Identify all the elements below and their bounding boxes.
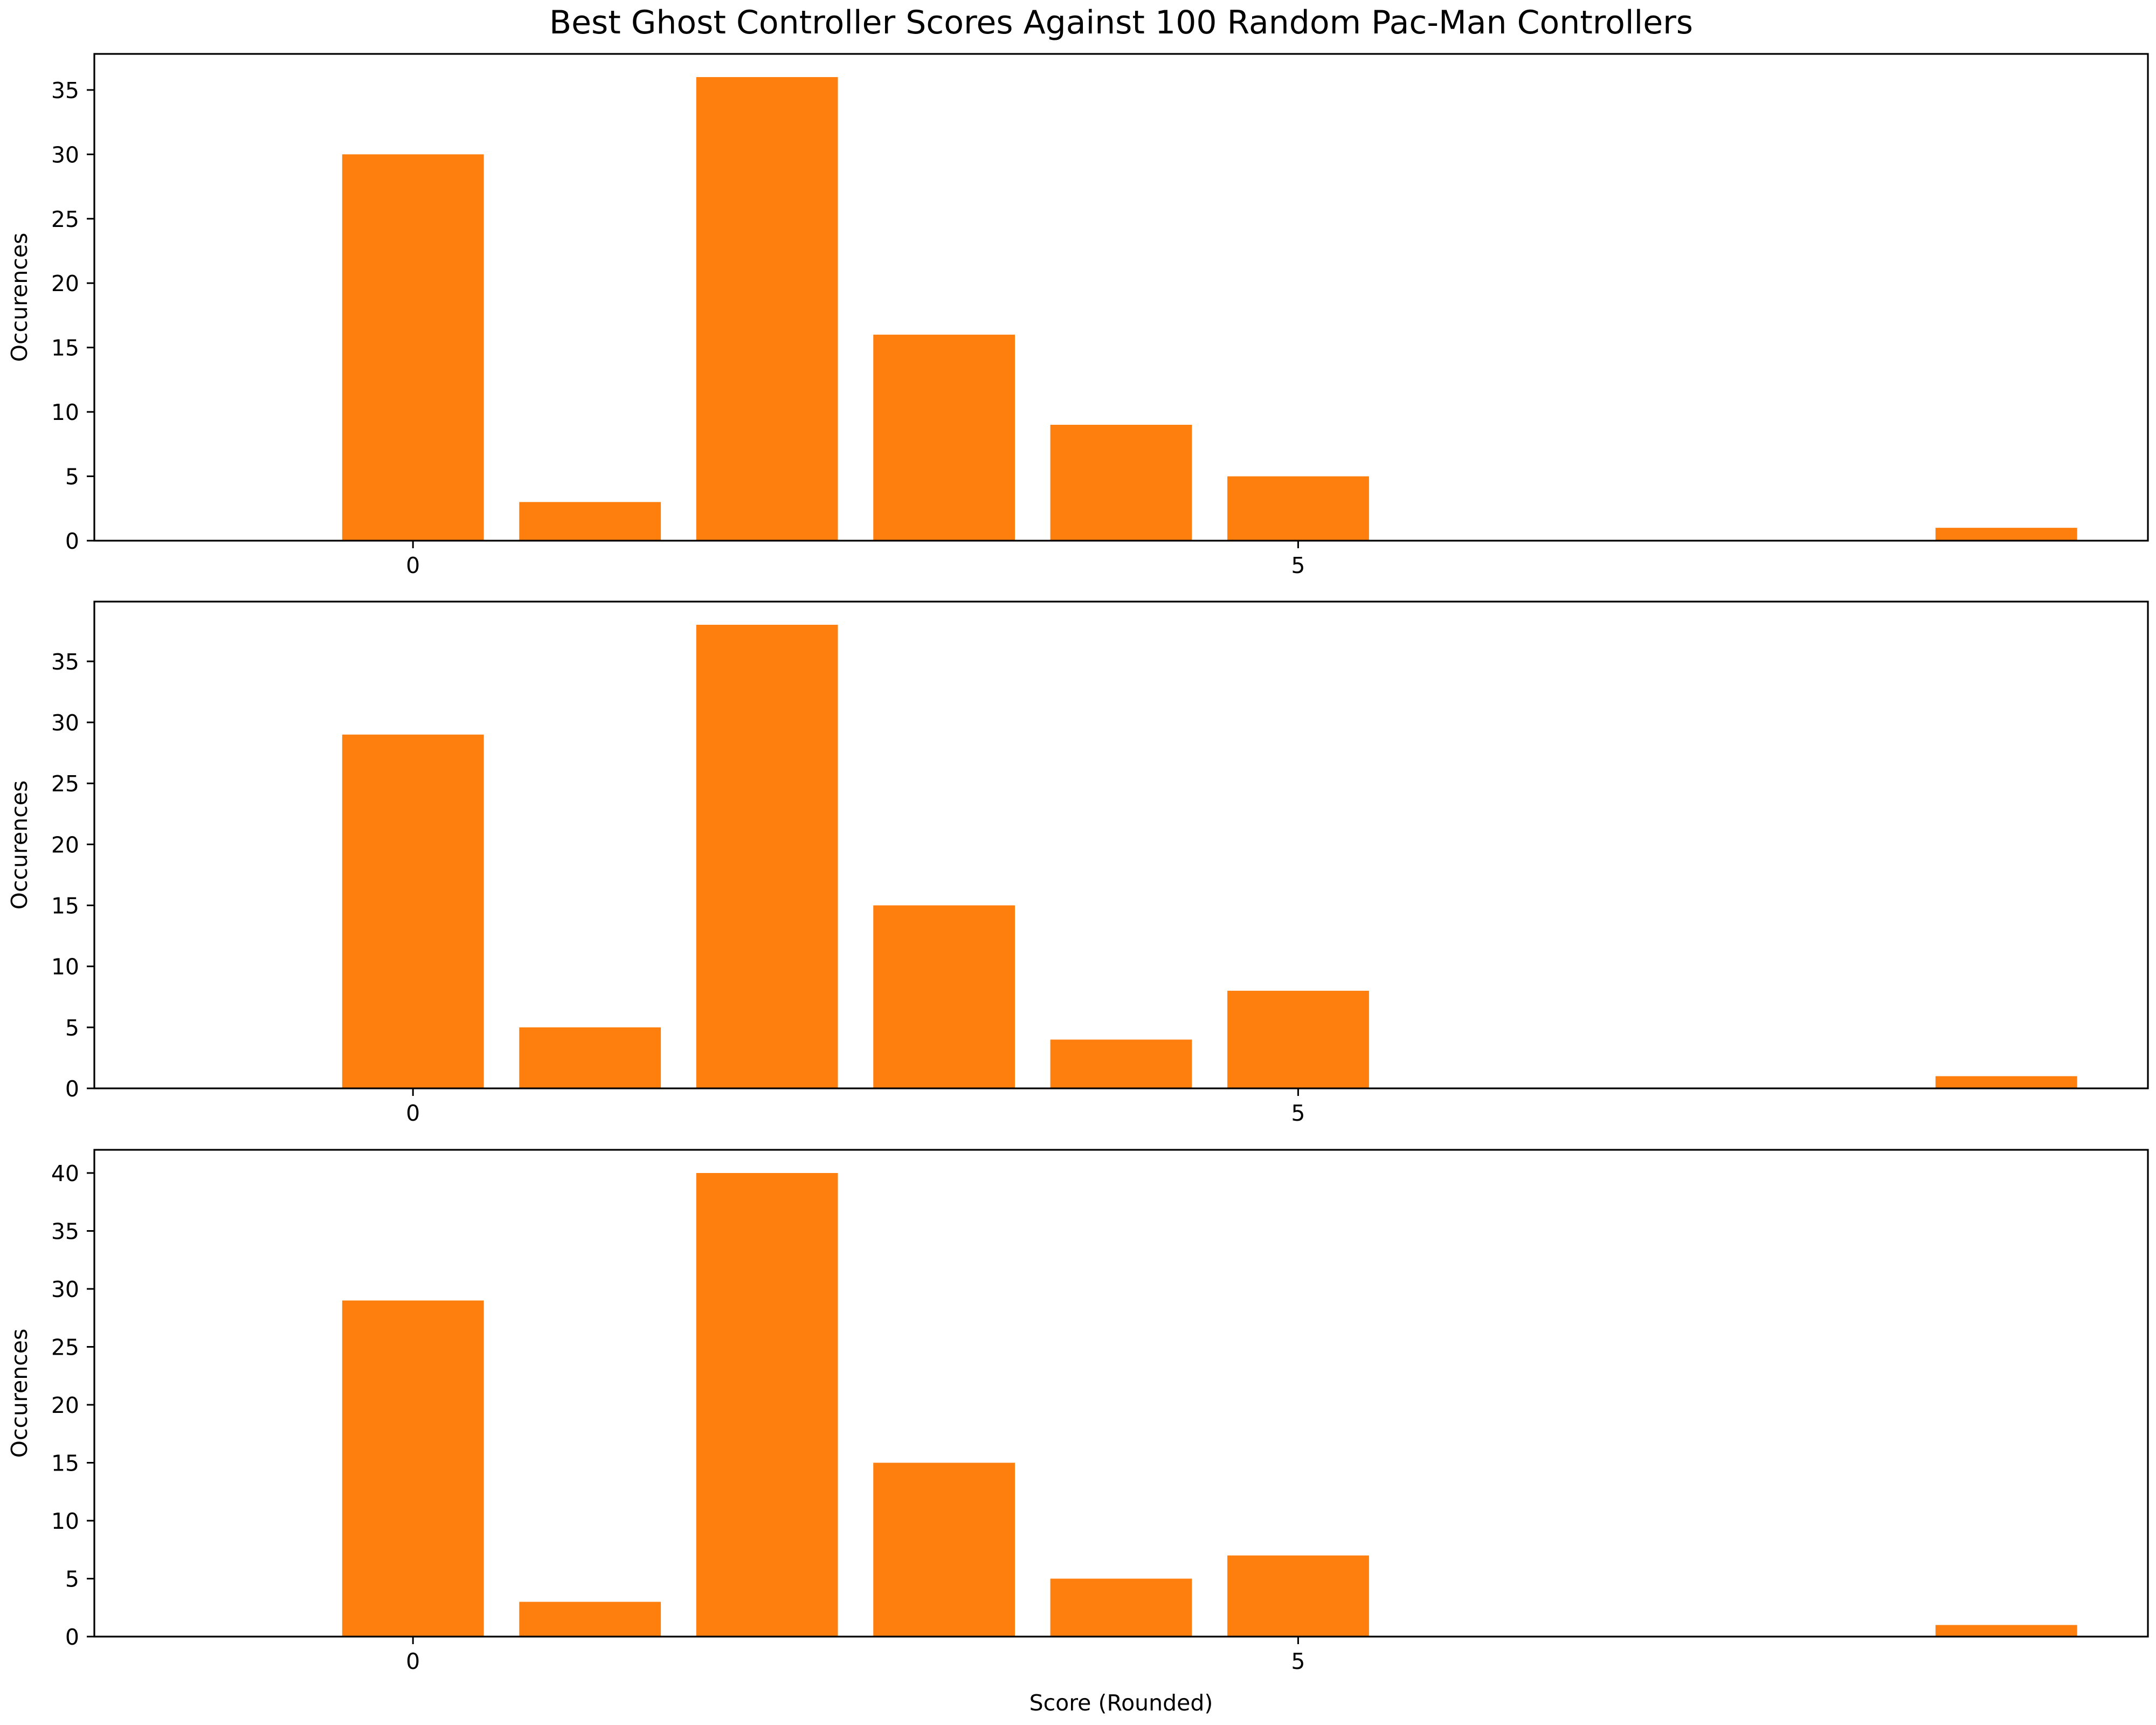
y-tick-label: 20 [51, 832, 79, 858]
y-tick-label: 30 [51, 710, 79, 736]
bar [1050, 425, 1192, 541]
y-tick-label: 0 [65, 528, 79, 554]
y-tick-label: 20 [51, 1392, 79, 1418]
x-tick-label: 5 [1291, 1648, 1305, 1674]
y-tick-label: 30 [51, 1276, 79, 1302]
subplot-3: 0 5 10 15 20 25 30 35 40 0 5 Occurences [6, 1149, 2149, 1674]
x-tick-label: 5 [1291, 553, 1305, 578]
bar [342, 1300, 484, 1637]
y-tick-label: 35 [51, 1219, 79, 1245]
axes-frame [93, 53, 2149, 542]
bar [1227, 990, 1369, 1088]
bar [519, 1027, 661, 1088]
y-tick-label: 10 [51, 399, 79, 425]
bar [519, 1602, 661, 1637]
y-tick-label: 25 [51, 771, 79, 797]
bar [696, 625, 838, 1088]
y-axis-label: Occurences [6, 1329, 32, 1458]
x-tick-label: 0 [406, 1100, 420, 1126]
subplot-2: 0 5 10 15 20 25 30 35 0 5 Occurences [6, 601, 2149, 1126]
bar [1050, 1039, 1192, 1088]
y-tick-label: 10 [51, 954, 79, 980]
y-axis-label: Occurences [6, 781, 32, 910]
y-tick-label: 15 [51, 1451, 79, 1476]
y-tick-label: 5 [65, 1567, 79, 1592]
bar [1935, 528, 2077, 541]
y-tick-label: 0 [65, 1624, 79, 1650]
subplot-panels: 0 5 10 15 20 25 30 35 0 5 Occurences 0 5 10 15 20 25 30 35… [6, 53, 2149, 1674]
y-tick-label: 10 [51, 1508, 79, 1534]
bar [519, 502, 661, 541]
y-tick-label: 5 [65, 464, 79, 490]
x-tick-label: 0 [406, 1648, 420, 1674]
y-tick-label: 20 [51, 271, 79, 296]
y-axis-label: Occurences [6, 233, 32, 362]
y-tick-label: 35 [51, 78, 79, 104]
y-tick-label: 35 [51, 649, 79, 675]
y-tick-label: 5 [65, 1015, 79, 1041]
bar [873, 1462, 1015, 1637]
y-tick-label: 25 [51, 1335, 79, 1361]
axes-frame [93, 1149, 2149, 1638]
bar [342, 734, 484, 1088]
bar [1227, 1555, 1369, 1637]
x-tick-label: 0 [406, 553, 420, 578]
y-tick-label: 15 [51, 335, 79, 361]
chart-title: Best Ghost Controller Scores Against 100… [549, 4, 1693, 42]
bar [696, 1173, 838, 1637]
bar [1227, 476, 1369, 541]
y-tick-label: 40 [51, 1161, 79, 1186]
bar [1050, 1578, 1192, 1637]
bar [342, 154, 484, 541]
x-tick-label: 5 [1291, 1100, 1305, 1126]
bar [1935, 1625, 2077, 1637]
y-tick-label: 15 [51, 893, 79, 919]
bar [696, 77, 838, 541]
bar [873, 334, 1015, 541]
x-axis-label: Score (Rounded) [1029, 1690, 1213, 1716]
y-tick-label: 25 [51, 206, 79, 232]
bar [873, 905, 1015, 1088]
y-tick-label: 30 [51, 142, 79, 168]
bar [1935, 1076, 2077, 1088]
subplot-1: 0 5 10 15 20 25 30 35 0 5 Occurences [6, 53, 2149, 578]
y-tick-label: 0 [65, 1076, 79, 1102]
